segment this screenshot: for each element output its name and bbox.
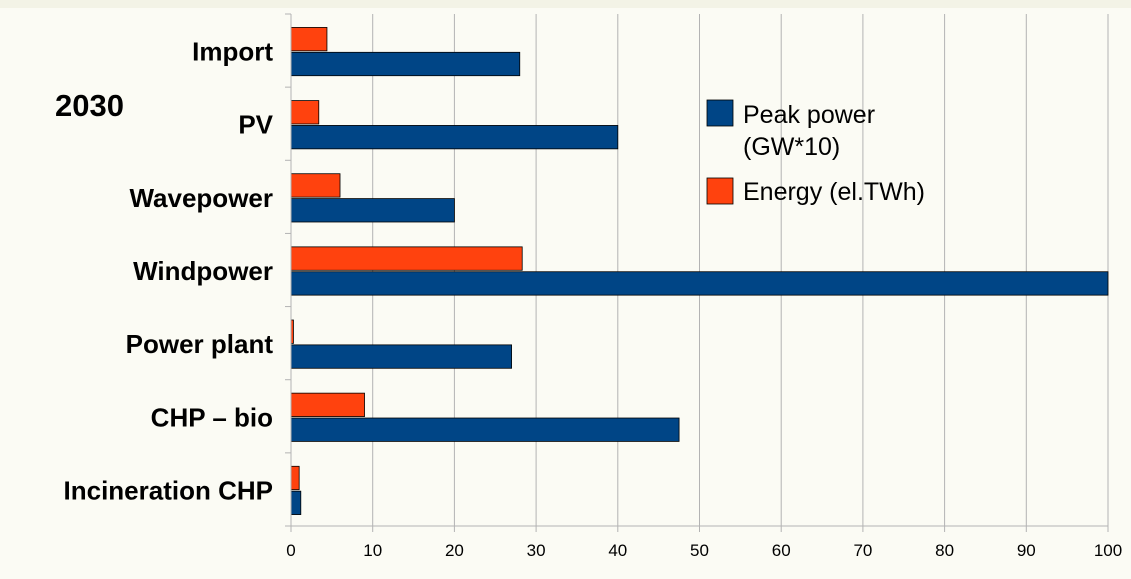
axes (285, 13, 1109, 532)
category-label: CHP – bio (151, 402, 273, 432)
bar-peak-power (290, 490, 302, 515)
category-label: Incineration CHP (64, 475, 273, 505)
bar-energy (290, 173, 341, 198)
bar-energy (290, 246, 523, 271)
legend-swatch-peak-power (706, 99, 734, 127)
x-tick-label: 90 (1017, 541, 1036, 560)
category-label: Import (192, 37, 273, 67)
x-tick-label: 0 (286, 541, 295, 560)
bar-energy (290, 100, 320, 125)
legend-swatch-energy (706, 177, 734, 205)
x-tick-label: 20 (445, 541, 464, 560)
bar-energy (290, 465, 300, 491)
bars (290, 27, 1109, 515)
category-label: PV (238, 110, 273, 140)
legend-label-peak-power: Peak power (743, 101, 875, 129)
category-label: Windpower (133, 256, 273, 286)
x-tick-label: 50 (690, 541, 709, 560)
bar-energy (290, 27, 328, 52)
bar-peak-power (290, 198, 455, 223)
legend: Peak power (GW*10) Energy (el.TWh) (706, 99, 925, 206)
x-tick-label: 70 (853, 541, 872, 560)
bar-peak-power (290, 271, 1109, 296)
year-annotation: 2030 (55, 88, 124, 123)
legend-label-energy: Energy (el.TWh) (743, 178, 925, 206)
x-tick-label: 10 (363, 541, 382, 560)
bar-peak-power (290, 417, 680, 442)
category-label: Wavepower (129, 183, 273, 213)
x-tick-label: 100 (1094, 541, 1122, 560)
x-tick-label: 30 (527, 541, 546, 560)
category-label: Power plant (126, 329, 274, 359)
bar-peak-power (290, 344, 512, 369)
x-tick-label: 80 (935, 541, 954, 560)
bar-peak-power (290, 125, 619, 150)
bar-peak-power (290, 51, 521, 77)
x-tick-label: 40 (608, 541, 627, 560)
x-tick-label: 60 (772, 541, 791, 560)
bar-energy (290, 392, 365, 417)
legend-label-peak-power: (GW*10) (743, 133, 840, 161)
labels: 0 10 20 30 40 50 60 70 80 90 100ImportPVWavepowerW… (55, 37, 1122, 560)
